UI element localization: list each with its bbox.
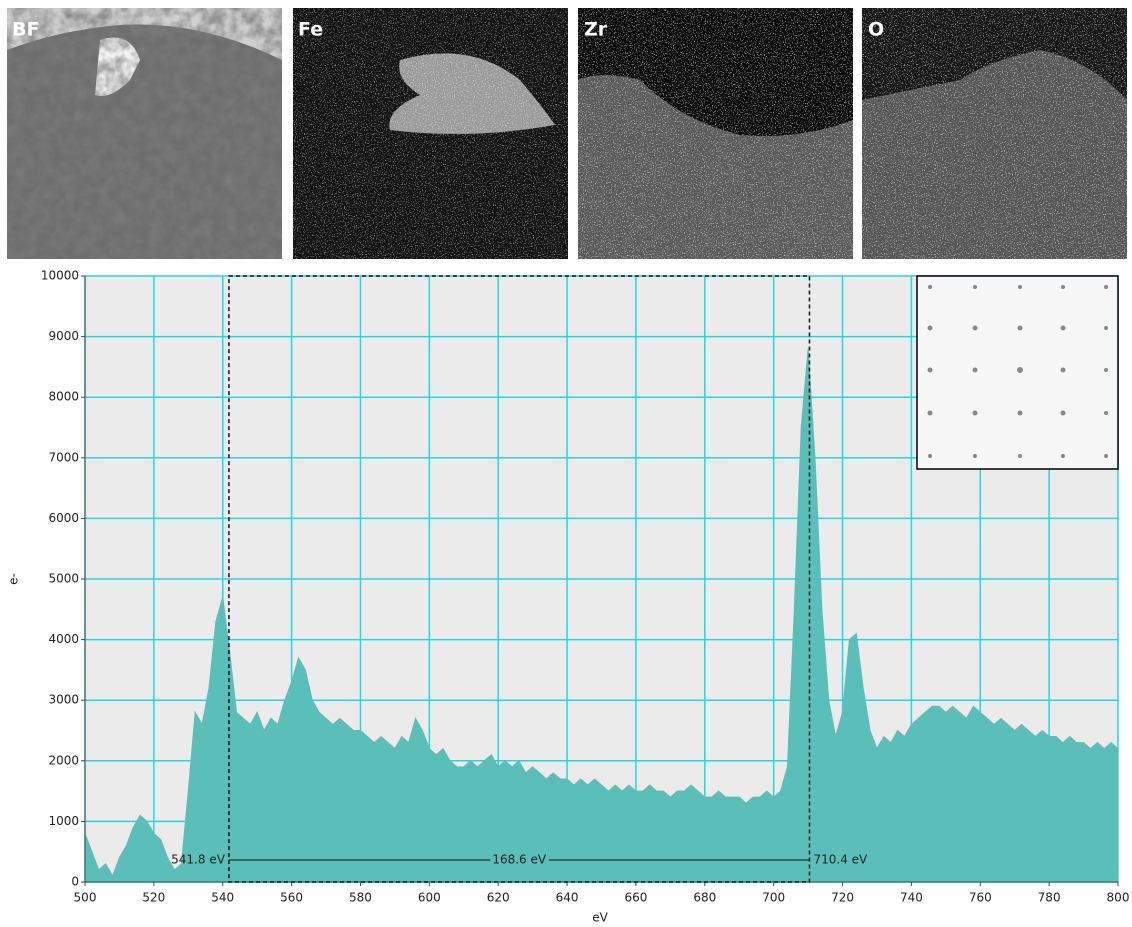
y-tick-label: 2000	[48, 753, 79, 767]
bf-image	[7, 8, 282, 259]
y-tick-label: 1000	[48, 814, 79, 828]
x-tick-label: 500	[74, 891, 97, 905]
o-map	[862, 8, 1127, 259]
zr-map	[578, 8, 853, 259]
x-tick-label: 720	[831, 891, 854, 905]
y-tick-label: 4000	[48, 632, 79, 646]
x-tick-label: 740	[900, 891, 923, 905]
region-width-label: 168.6 eV	[492, 853, 547, 867]
y-tick-label: 9000	[48, 329, 79, 343]
panel-label: Fe	[298, 19, 323, 41]
x-tick-label: 680	[693, 891, 716, 905]
panel-label: BF	[12, 19, 39, 41]
y-tick-label: 6000	[48, 511, 79, 525]
marks	[84, 348, 1119, 883]
inset-diffraction	[916, 275, 1119, 470]
y-tick-label: 10000	[41, 269, 79, 283]
x-axis-label: eV	[592, 911, 608, 925]
x-tick-label: 700	[762, 891, 785, 905]
y-tick-label: 0	[71, 875, 79, 889]
x-tick-label: 800	[1107, 891, 1130, 905]
x-tick-label: 560	[280, 891, 303, 905]
y-tick-label: 3000	[48, 693, 79, 707]
region-box	[228, 275, 811, 883]
region-start-label: 541.8 eV	[171, 853, 226, 867]
x-tick-label: 600	[418, 891, 441, 905]
x-tick-label: 660	[624, 891, 647, 905]
y-tick-label: 7000	[48, 450, 79, 464]
x-tick-label: 780	[1038, 891, 1061, 905]
spectrum-area	[84, 348, 1119, 883]
fe-map	[293, 8, 568, 259]
x-tick-label: 540	[211, 891, 234, 905]
region-end-label: 710.4 eV	[813, 853, 868, 867]
label-bg	[490, 852, 549, 867]
y-tick-label: 5000	[48, 572, 79, 586]
x-tick-label: 640	[556, 891, 579, 905]
y-tick-label: 8000	[48, 390, 79, 404]
x-tick-label: 580	[349, 891, 372, 905]
panel-label: Zr	[584, 19, 608, 41]
x-tick-label: 520	[142, 891, 165, 905]
panel-label: O	[868, 19, 884, 41]
x-tick-label: 620	[487, 891, 510, 905]
y-axis-label: e-	[7, 573, 21, 585]
x-tick-label: 760	[969, 891, 992, 905]
